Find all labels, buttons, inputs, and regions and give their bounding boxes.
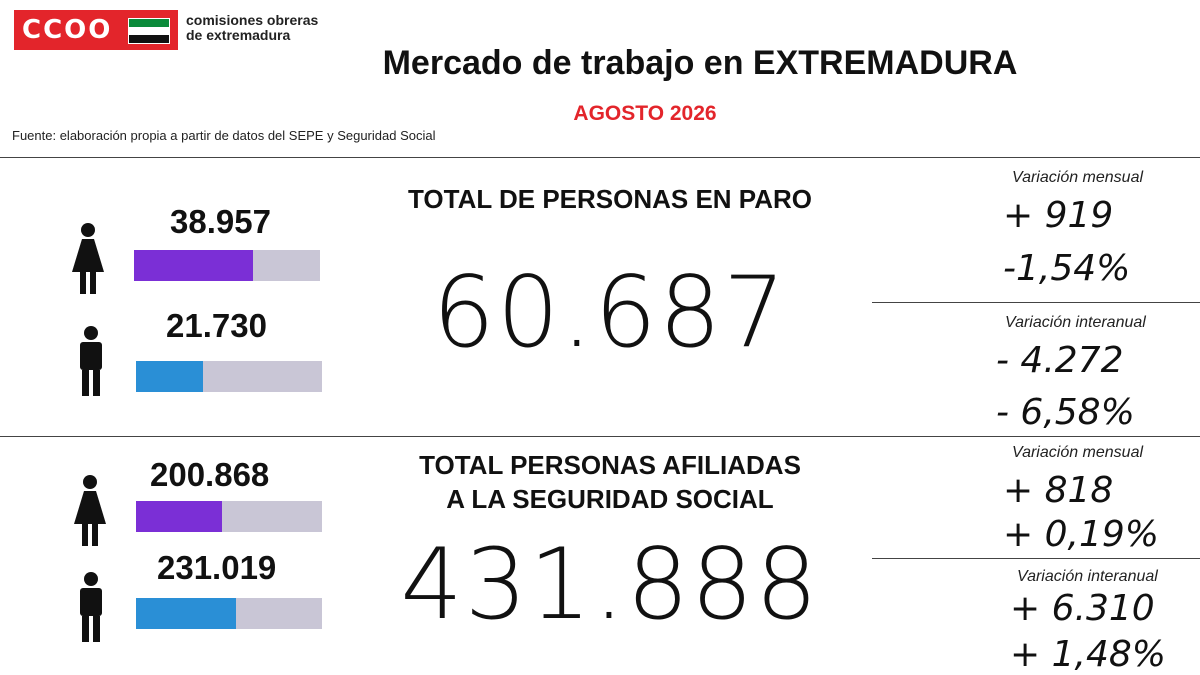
divider-afiliados-variations [872, 558, 1200, 559]
paro-monthly-abs: + 919 [1003, 195, 1114, 236]
paro-monthly-label: Variación mensual [1012, 169, 1144, 186]
source-note: Fuente: elaboración propia a partir de d… [12, 128, 436, 143]
paro-women-count: 38.957 [170, 203, 271, 240]
ccoo-logo: CCOO [14, 10, 178, 50]
organization-name: comisiones obreras de extremadura [186, 13, 318, 43]
paro-men-bar [136, 361, 322, 392]
paro-section-title: TOTAL DE PERSONAS EN PARO [407, 184, 812, 214]
extremadura-flag-icon [128, 18, 170, 44]
afiliados-title-line-2: A LA SEGURIDAD SOCIAL [446, 484, 774, 514]
divider-paro-variations [872, 302, 1200, 303]
paro-yearly-label: Variación interanual [1005, 314, 1146, 331]
afiliados-monthly-pct: + 0,19% [1003, 514, 1159, 555]
period-label: AGOSTO 2026 [573, 102, 717, 125]
paro-women-bar [134, 250, 320, 281]
page-title: Mercado de trabajo en EXTREMADURA [382, 44, 1018, 82]
paro-yearly-abs: - 4.272 [996, 340, 1124, 381]
afiliados-monthly-label: Variación mensual [1012, 444, 1144, 461]
afiliados-women-bar-fill [136, 501, 223, 532]
afiliados-monthly-abs: + 818 [1003, 470, 1114, 511]
divider-middle [0, 436, 1200, 437]
org-line-2: de extremadura [186, 27, 291, 43]
afiliados-women-count: 200.868 [150, 456, 270, 493]
man-icon [80, 326, 102, 396]
afiliados-men-bar-fill [136, 598, 236, 629]
paro-total: 60.687 [432, 256, 788, 370]
paro-men-count: 21.730 [166, 307, 267, 344]
paro-men-bar-fill [136, 361, 203, 392]
org-line-1: comisiones obreras [186, 12, 319, 28]
afiliados-section-title: TOTAL PERSONAS AFILIADAS A LA SEGURIDAD … [340, 448, 880, 516]
man-icon [80, 572, 102, 642]
afiliados-title-line-1: TOTAL PERSONAS AFILIADAS [419, 450, 801, 480]
afiliados-men-bar [136, 598, 322, 629]
woman-icon [72, 223, 104, 294]
paro-monthly-pct: -1,54% [1003, 248, 1131, 289]
paro-yearly-pct: - 6,58% [996, 392, 1135, 433]
afiliados-yearly-label: Variación interanual [1017, 568, 1158, 585]
afiliados-women-bar [136, 501, 322, 532]
divider-top [0, 157, 1200, 158]
woman-icon [74, 475, 106, 546]
afiliados-yearly-abs: + 6.310 [1010, 588, 1155, 629]
afiliados-men-count: 231.019 [157, 549, 277, 586]
afiliados-yearly-pct: + 1,48% [1010, 634, 1166, 675]
paro-women-bar-fill [134, 250, 254, 281]
afiliados-total: 431.888 [400, 528, 820, 642]
logo-text: CCOO [22, 15, 113, 45]
